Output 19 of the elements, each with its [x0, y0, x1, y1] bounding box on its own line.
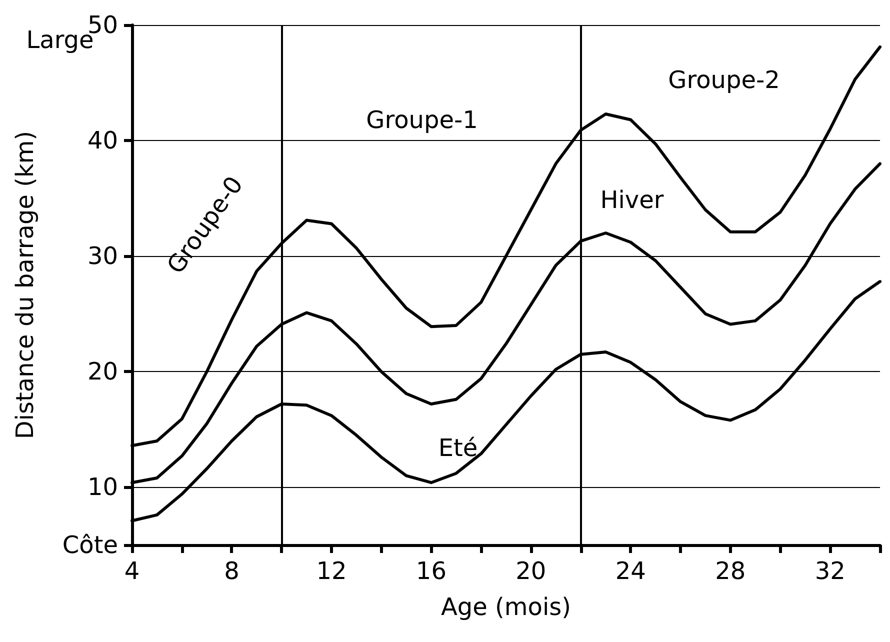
x-tick-label: 8: [224, 557, 240, 585]
x-tick-label: 20: [516, 557, 546, 585]
annotation: Groupe-1: [366, 106, 478, 134]
annotation: Eté: [438, 434, 478, 462]
y-tick-label: 10: [87, 473, 118, 502]
annotation: Groupe-2: [668, 66, 780, 94]
x-axis-title: Age (mois): [440, 593, 572, 621]
y-tick-label: 30: [87, 242, 118, 270]
x-tick-label: 4: [124, 557, 140, 585]
y-tick-label: Côte: [62, 531, 118, 559]
x-tick-label: 24: [615, 557, 646, 585]
x-tick-label: 16: [416, 557, 446, 585]
annotation: Hiver: [600, 186, 664, 214]
y-axis-title: Distance du barrage (km): [11, 130, 39, 440]
x-tick-label: 12: [316, 557, 347, 585]
y-tick-label: 40: [87, 126, 118, 155]
y-tick-label: 20: [87, 358, 118, 386]
x-tick-label: 28: [715, 557, 746, 585]
x-tick-label: 32: [814, 557, 846, 585]
